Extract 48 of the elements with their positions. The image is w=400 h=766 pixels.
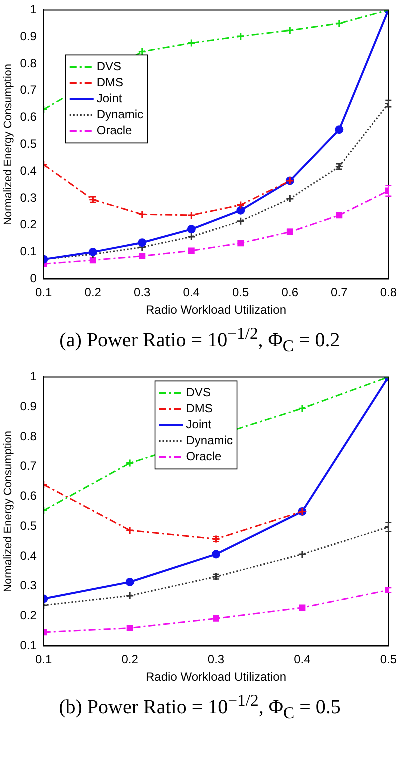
- y-tick-label: 0.4: [20, 548, 38, 562]
- y-tick-label: 1: [30, 2, 38, 17]
- x-tick-label: 0.4: [183, 286, 200, 300]
- x-tick-label: 0.6: [282, 286, 299, 300]
- legend-label: DMS: [96, 76, 124, 90]
- x-tick-label: 0.4: [294, 652, 312, 666]
- y-tick-label: 0.9: [20, 399, 38, 414]
- y-tick-label: 0.6: [20, 488, 38, 503]
- text: (a) Power Ratio = 10$^{−1/2}$, Φ$_{C}$ = 0.2: [58, 324, 342, 357]
- y-tick-label: 0.1: [20, 244, 38, 259]
- legend-label: Oracle: [186, 449, 222, 464]
- legend-label: DVS: [96, 60, 122, 74]
- y-tick-label: 0.5: [20, 518, 38, 533]
- x-tick-label: 0.7: [331, 286, 348, 300]
- x-tick-label: 0.2: [122, 652, 139, 666]
- x-axis-title: Radio Workload Utilization: [146, 670, 287, 684]
- x-axis-title: Radio Workload Utilization: [146, 303, 287, 318]
- y-tick-label: 0.7: [20, 458, 38, 473]
- y-tick-label: 0.8: [20, 56, 38, 70]
- legend-label: Oracle: [96, 124, 133, 138]
- y-axis-title: Normalized Energy Consumption: [2, 64, 15, 226]
- x-tick-label: 0.2: [84, 286, 102, 300]
- y-tick-label: 0.6: [20, 110, 38, 124]
- legend-label: Dynamic: [96, 108, 144, 122]
- y-axis-title: Normalized Energy Consumption: [2, 430, 15, 592]
- legend-label: Joint: [186, 417, 212, 432]
- y-tick-label: 0.4: [20, 164, 38, 178]
- legend-label: Joint: [96, 92, 123, 106]
- legend-label: Dynamic: [186, 433, 233, 448]
- y-tick-label: 0.2: [20, 218, 38, 232]
- x-tick-label: 0.3: [208, 652, 225, 666]
- y-tick-label: 0.3: [20, 578, 38, 592]
- y-tick-label: 0.2: [20, 608, 38, 622]
- y-tick-label: 0.8: [20, 428, 38, 443]
- x-tick-label: 0.3: [134, 286, 152, 300]
- y-tick-label: 0.7: [20, 83, 38, 98]
- x-tick-label: 0.5: [380, 652, 398, 666]
- legend-label: DVS: [186, 385, 211, 400]
- y-tick-label: 0.3: [20, 190, 38, 205]
- y-tick-label: 0: [30, 272, 38, 286]
- y-tick-label: 0.1: [20, 638, 38, 652]
- x-tick-label: 0.8: [380, 286, 398, 300]
- y-tick-label: 0.9: [20, 29, 38, 44]
- y-tick-label: 1: [30, 369, 38, 384]
- legend-label: DMS: [186, 401, 213, 416]
- text: (b) Power Ratio = 10$^{−1/2}$, Φ$_{C}$ = 0.5: [58, 690, 342, 724]
- y-tick-label: 0.5: [20, 137, 38, 152]
- x-tick-label: 0.5: [232, 286, 250, 300]
